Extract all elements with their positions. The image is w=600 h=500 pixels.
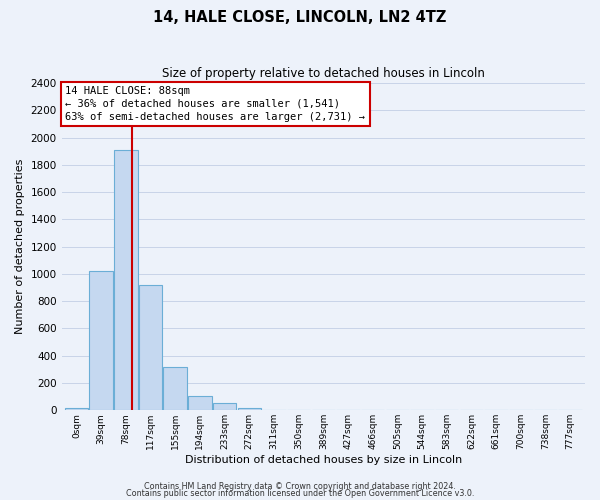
Text: 14 HALE CLOSE: 88sqm
← 36% of detached houses are smaller (1,541)
63% of semi-de: 14 HALE CLOSE: 88sqm ← 36% of detached h… — [65, 86, 365, 122]
Bar — [188, 396, 212, 410]
Y-axis label: Number of detached properties: Number of detached properties — [15, 159, 25, 334]
Bar — [114, 150, 137, 410]
Text: Contains public sector information licensed under the Open Government Licence v3: Contains public sector information licen… — [126, 489, 474, 498]
Bar — [163, 366, 187, 410]
Title: Size of property relative to detached houses in Lincoln: Size of property relative to detached ho… — [162, 68, 485, 80]
Bar — [238, 408, 261, 410]
Text: 14, HALE CLOSE, LINCOLN, LN2 4TZ: 14, HALE CLOSE, LINCOLN, LN2 4TZ — [154, 10, 446, 25]
Text: Contains HM Land Registry data © Crown copyright and database right 2024.: Contains HM Land Registry data © Crown c… — [144, 482, 456, 491]
Bar — [139, 285, 162, 410]
Bar — [213, 404, 236, 410]
Bar — [65, 408, 88, 410]
Bar — [89, 271, 113, 410]
X-axis label: Distribution of detached houses by size in Lincoln: Distribution of detached houses by size … — [185, 455, 462, 465]
